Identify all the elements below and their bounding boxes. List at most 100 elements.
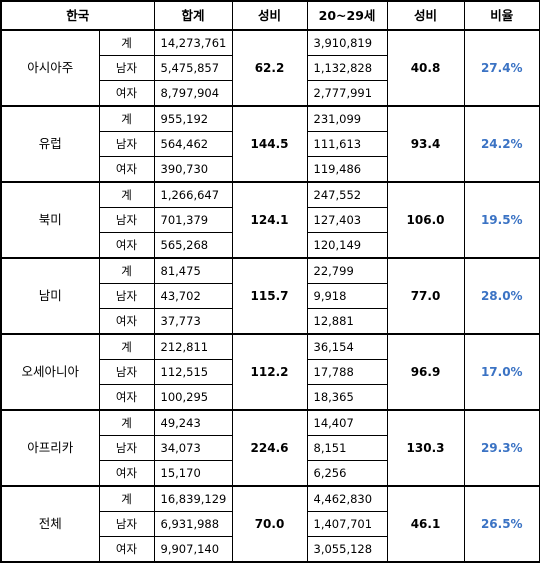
age-20s-value: 12,881: [306, 308, 388, 335]
age-20s-value: 1,407,701: [306, 511, 388, 537]
share-value: 24.2%: [463, 105, 540, 183]
total-value: 14,273,761: [153, 29, 233, 56]
sex-ratio-total: 70.0: [231, 485, 308, 563]
total-value: 6,931,988: [153, 511, 233, 537]
row-label: 남자: [98, 435, 155, 461]
row-label: 여자: [98, 80, 155, 107]
total-value: 565,268: [153, 232, 233, 259]
table-row: 여자 100,295 18,365: [1, 384, 540, 411]
age-20s-value: 6,256: [306, 460, 388, 487]
sex-ratio-20s: 77.0: [386, 257, 465, 335]
row-label: 계: [98, 485, 155, 512]
header-total: 합계: [153, 0, 233, 31]
total-value: 5,475,857: [153, 55, 233, 81]
sex-ratio-total: 124.1: [231, 181, 308, 259]
table-row: 오세아니아 계 212,811 112.2 36,154 96.9 17.0%: [0, 333, 540, 411]
share-value: 27.4%: [463, 29, 540, 107]
age-20s-value: 18,365: [306, 384, 388, 411]
row-label: 여자: [98, 384, 155, 411]
age-20s-value: 247,552: [306, 181, 388, 208]
table-row: 여자 8,797,904 2,777,991: [1, 80, 540, 107]
row-label: 남자: [98, 283, 155, 309]
sex-ratio-20s: 96.9: [386, 333, 465, 411]
row-label: 계: [98, 333, 155, 360]
table-row: 여자 390,730 119,486: [1, 156, 540, 183]
row-label: 여자: [98, 156, 155, 183]
table-row: 남자 5,475,857 1,132,828: [1, 55, 540, 81]
sex-ratio-total: 224.6: [231, 409, 308, 487]
total-value: 37,773: [153, 308, 233, 335]
table-row: 남미 계 81,475 115.7 22,799 77.0 28.0%: [0, 257, 540, 335]
table-row: 남자 564,462 111,613: [1, 131, 540, 157]
row-label: 남자: [98, 55, 155, 81]
total-value: 43,702: [153, 283, 233, 309]
age-20s-value: 1,132,828: [306, 55, 388, 81]
row-label: 여자: [98, 232, 155, 259]
age-20s-value: 119,486: [306, 156, 388, 183]
table-row: 북미 계 1,266,647 124.1 247,552 106.0 19.5%: [0, 181, 540, 259]
row-label: 여자: [98, 536, 155, 563]
age-20s-value: 2,777,991: [306, 80, 388, 107]
header-age-20s: 20~29세: [306, 0, 388, 31]
table-row: 전체 계 16,839,129 70.0 4,462,830 46.1 26.5%: [0, 485, 540, 563]
total-value: 100,295: [153, 384, 233, 411]
header-row: 한국 합계 성비 20~29세 성비 비율: [0, 0, 540, 31]
total-value: 1,266,647: [153, 181, 233, 208]
table-row: 남자 6,931,988 1,407,701: [1, 511, 540, 537]
age-20s-value: 17,788: [306, 359, 388, 385]
age-20s-value: 9,918: [306, 283, 388, 309]
age-20s-value: 111,613: [306, 131, 388, 157]
age-20s-value: 8,151: [306, 435, 388, 461]
header-country: 한국: [0, 0, 155, 31]
age-20s-value: 4,462,830: [306, 485, 388, 512]
age-20s-value: 14,407: [306, 409, 388, 436]
age-20s-value: 22,799: [306, 257, 388, 284]
total-value: 15,170: [153, 460, 233, 487]
header-sex-ratio-20s: 성비: [386, 0, 465, 31]
total-value: 49,243: [153, 409, 233, 436]
total-value: 34,073: [153, 435, 233, 461]
share-value: 29.3%: [463, 409, 540, 487]
region-name: 오세아니아: [0, 333, 100, 411]
region-name: 아시아주: [0, 29, 100, 107]
row-label: 남자: [98, 207, 155, 233]
region-name: 북미: [0, 181, 100, 259]
share-value: 19.5%: [463, 181, 540, 259]
share-value: 17.0%: [463, 333, 540, 411]
total-value: 955,192: [153, 105, 233, 132]
age-20s-value: 120,149: [306, 232, 388, 259]
age-20s-value: 3,910,819: [306, 29, 388, 56]
sex-ratio-20s: 46.1: [386, 485, 465, 563]
share-value: 26.5%: [463, 485, 540, 563]
region-name: 아프리카: [0, 409, 100, 487]
sex-ratio-20s: 40.8: [386, 29, 465, 107]
share-value: 28.0%: [463, 257, 540, 335]
table-body: 아시아주 계 14,273,761 62.2 3,910,819 40.8 27.4% 남자 5…: [0, 29, 540, 563]
age-20s-value: 231,099: [306, 105, 388, 132]
total-value: 112,515: [153, 359, 233, 385]
row-label: 남자: [98, 359, 155, 385]
table-row: 여자 37,773 12,881: [1, 308, 540, 335]
sex-ratio-total: 112.2: [231, 333, 308, 411]
total-value: 564,462: [153, 131, 233, 157]
age-20s-value: 36,154: [306, 333, 388, 360]
total-value: 81,475: [153, 257, 233, 284]
row-label: 계: [98, 181, 155, 208]
table-row: 아시아주 계 14,273,761 62.2 3,910,819 40.8 27.4%: [0, 29, 540, 107]
sex-ratio-20s: 130.3: [386, 409, 465, 487]
row-label: 여자: [98, 460, 155, 487]
total-value: 16,839,129: [153, 485, 233, 512]
row-label: 남자: [98, 131, 155, 157]
table-row: 유럽 계 955,192 144.5 231,099 93.4 24.2%: [0, 105, 540, 183]
sex-ratio-20s: 106.0: [386, 181, 465, 259]
total-value: 212,811: [153, 333, 233, 360]
sex-ratio-total: 62.2: [231, 29, 308, 107]
row-label: 계: [98, 409, 155, 436]
table-row: 여자 565,268 120,149: [1, 232, 540, 259]
row-label: 계: [98, 29, 155, 56]
table-row: 남자 43,702 9,918: [1, 283, 540, 309]
region-name: 남미: [0, 257, 100, 335]
row-label: 남자: [98, 511, 155, 537]
row-label: 계: [98, 105, 155, 132]
